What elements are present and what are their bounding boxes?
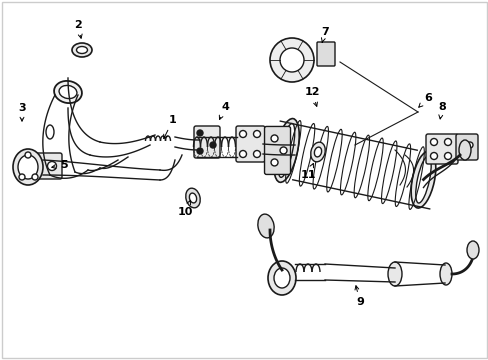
Circle shape: [429, 153, 437, 159]
FancyBboxPatch shape: [316, 42, 334, 66]
Ellipse shape: [72, 43, 92, 57]
Ellipse shape: [13, 149, 43, 185]
Circle shape: [209, 142, 216, 148]
Ellipse shape: [410, 151, 435, 208]
FancyBboxPatch shape: [26, 153, 62, 179]
Circle shape: [197, 148, 203, 154]
Text: 2: 2: [74, 20, 82, 38]
Circle shape: [270, 159, 278, 166]
Circle shape: [280, 147, 286, 154]
Ellipse shape: [466, 241, 478, 259]
Circle shape: [31, 157, 39, 163]
Circle shape: [270, 135, 278, 142]
Circle shape: [466, 142, 472, 148]
Ellipse shape: [387, 262, 401, 286]
FancyBboxPatch shape: [194, 126, 220, 158]
Text: 11: 11: [300, 163, 315, 180]
Ellipse shape: [310, 142, 325, 162]
Ellipse shape: [273, 118, 299, 182]
Text: 10: 10: [177, 201, 192, 217]
Ellipse shape: [314, 147, 321, 157]
Text: 5: 5: [52, 160, 68, 170]
Ellipse shape: [273, 268, 289, 288]
FancyBboxPatch shape: [425, 134, 457, 164]
Ellipse shape: [18, 155, 38, 179]
Text: 7: 7: [321, 27, 328, 42]
Ellipse shape: [46, 125, 54, 139]
Circle shape: [444, 153, 450, 159]
Circle shape: [19, 174, 25, 180]
Circle shape: [253, 131, 260, 138]
Ellipse shape: [59, 85, 77, 99]
Text: 12: 12: [304, 87, 319, 106]
Circle shape: [239, 150, 246, 158]
Ellipse shape: [185, 188, 200, 208]
Ellipse shape: [54, 81, 82, 103]
Circle shape: [429, 139, 437, 145]
Ellipse shape: [267, 261, 295, 295]
Ellipse shape: [257, 214, 274, 238]
Circle shape: [253, 150, 260, 158]
Text: 1: 1: [163, 115, 177, 139]
Text: 9: 9: [354, 286, 363, 307]
Ellipse shape: [458, 140, 470, 160]
Circle shape: [444, 139, 450, 145]
Circle shape: [47, 162, 57, 171]
Circle shape: [239, 131, 246, 138]
Circle shape: [269, 38, 313, 82]
Text: 6: 6: [418, 93, 431, 107]
Circle shape: [197, 130, 203, 136]
Ellipse shape: [278, 123, 294, 177]
Circle shape: [280, 48, 304, 72]
Text: 8: 8: [437, 102, 445, 119]
Text: 3: 3: [18, 103, 26, 121]
Circle shape: [31, 168, 39, 176]
Ellipse shape: [439, 263, 451, 285]
Text: 4: 4: [219, 102, 228, 120]
Circle shape: [459, 150, 465, 156]
Ellipse shape: [415, 156, 430, 203]
Circle shape: [32, 174, 38, 180]
FancyBboxPatch shape: [236, 126, 264, 162]
Ellipse shape: [76, 46, 87, 54]
FancyBboxPatch shape: [264, 126, 290, 175]
Ellipse shape: [189, 193, 196, 203]
FancyBboxPatch shape: [455, 134, 477, 160]
Circle shape: [25, 152, 31, 158]
